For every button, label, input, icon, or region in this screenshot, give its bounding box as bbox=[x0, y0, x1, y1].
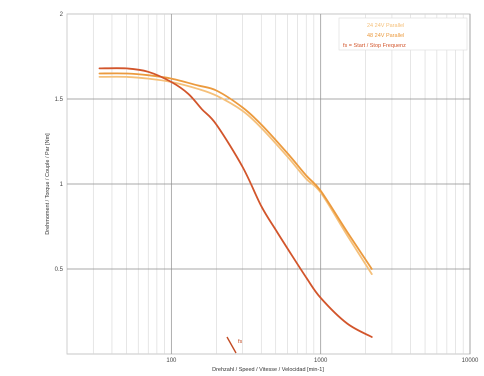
x-tick-label: 10000 bbox=[462, 358, 479, 364]
tick-labels: 100 1000 10000 0.5 1 1.5 2 bbox=[55, 12, 479, 364]
y-tick-label: 1.5 bbox=[55, 97, 64, 103]
legend-box bbox=[338, 17, 468, 51]
y-axis-label: Drehmoment / Torque / Couple / Par [Nm] bbox=[45, 133, 51, 235]
legend-entry-1: 24 24V Parallel bbox=[367, 23, 404, 29]
x-tick-label: 1000 bbox=[314, 358, 328, 364]
start-stop-frequency-marker: fs bbox=[226, 336, 243, 354]
fs-marker-label: fs bbox=[238, 339, 243, 345]
legend: 24 24V Parallel 48 24V Parallel fs = Sta… bbox=[338, 17, 468, 51]
y-tick-label: 0.5 bbox=[55, 267, 64, 273]
y-tick-label: 2 bbox=[60, 12, 64, 18]
grid bbox=[66, 14, 471, 354]
data-series bbox=[98, 67, 373, 338]
x-tick-label: 100 bbox=[166, 358, 177, 364]
legend-entry-3: fs = Start / Stop Frequenz bbox=[343, 43, 406, 49]
series-line-3 bbox=[98, 67, 373, 338]
series-line-2 bbox=[98, 72, 373, 270]
series-line-1 bbox=[98, 75, 373, 275]
legend-entry-2: 48 24V Parallel bbox=[367, 33, 404, 39]
y-tick-label: 1 bbox=[60, 182, 64, 188]
x-axis-label: Drehzahl / Speed / Vitesse / Velocidad [… bbox=[212, 367, 324, 373]
fs-marker-line bbox=[226, 336, 237, 354]
